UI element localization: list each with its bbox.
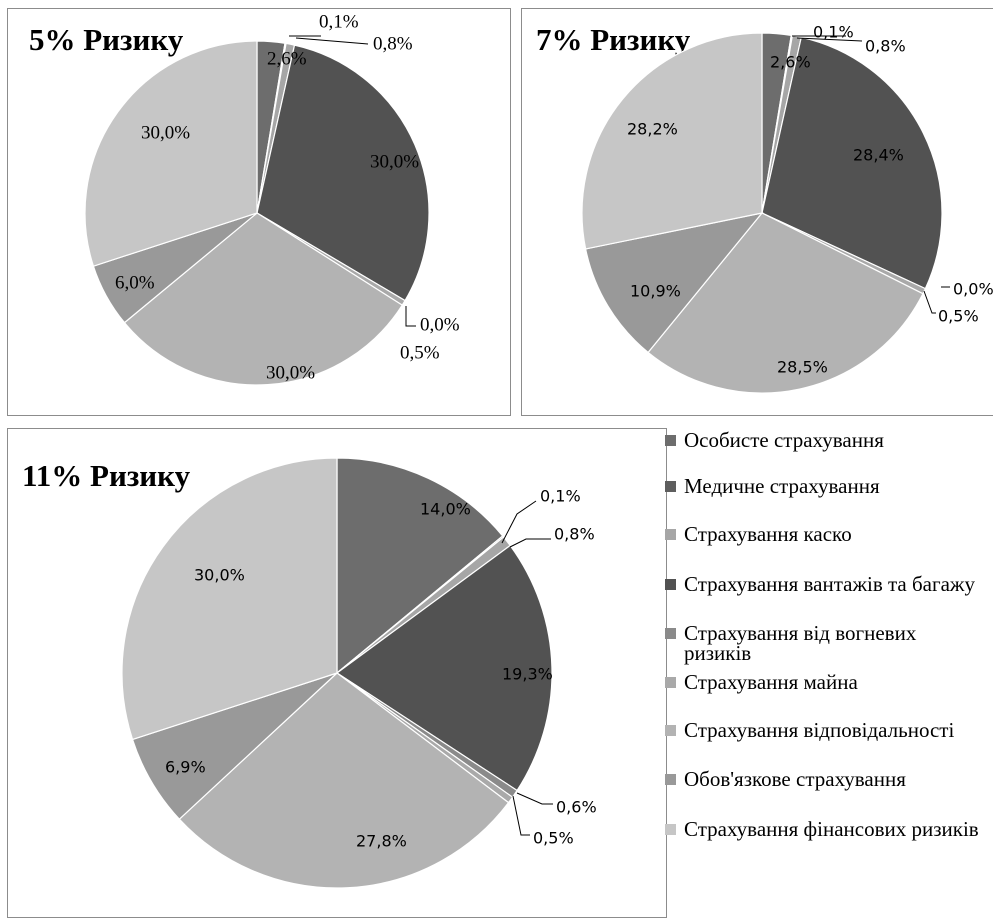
data-label-2: 0,1% (319, 11, 359, 32)
leader-line-3 (509, 538, 551, 548)
legend-swatch (665, 481, 676, 492)
pie-slice-9 (581, 32, 763, 250)
data-label-5: 0,0% (953, 280, 993, 299)
legend-swatch (665, 774, 676, 785)
pie-slice-4 (335, 544, 553, 792)
data-label-3: 0,8% (373, 33, 413, 54)
leader-line-3 (796, 37, 863, 42)
data-label-5: 0,0% (420, 314, 460, 335)
pie-5pct: 2,6% 0,1% 0,8% 30,0% 0,0% 0,5% 30,0% 6,0% 30,0% (84, 11, 460, 386)
data-label-1: 2,6% (267, 48, 307, 69)
legend-label: Обов'язкове страхування (684, 767, 906, 791)
pie-slice-8 (584, 212, 764, 354)
pie-slice-9 (84, 40, 258, 267)
legend-swatch (665, 435, 676, 446)
legend-item: Медичне страхування (665, 474, 985, 498)
leader-line-5 (405, 306, 416, 327)
pie-slice-4 (256, 44, 430, 302)
legend-item: Особисте страхування (665, 428, 985, 452)
legend-item: Страхування відповідальності (665, 718, 985, 742)
legend-swatch (665, 677, 676, 688)
legend-swatch (665, 628, 676, 639)
legend-label: Страхування каско (684, 522, 852, 546)
data-label-7: 30,0% (266, 362, 315, 383)
legend-label: Страхування від вогневих ризиків (684, 621, 917, 665)
legend-label: Страхування майна (684, 670, 858, 694)
leader-line-2 (501, 500, 537, 544)
data-label-4: 19,3% (502, 665, 553, 684)
pie-7pct: 2,6%0,1% 0,8% 28,4% 0,0% 0,5% 28,5% 10,9% 28,2% (581, 23, 993, 394)
legend-item: Страхування вантажів та багажу (665, 572, 985, 596)
data-label-3: 0,8% (554, 525, 595, 544)
leader-line-5 (516, 792, 553, 805)
pie-slice-7 (647, 212, 924, 394)
data-label-4: 30,0% (370, 151, 419, 172)
legend-item: Страхування фінансових ризиків (665, 817, 985, 841)
legend-label: Особисте страхування (684, 428, 884, 452)
legend-swatch (665, 579, 676, 590)
pie-slice-9 (121, 457, 338, 741)
data-label-3: 0,8% (865, 37, 906, 56)
leader-line-6 (923, 290, 936, 314)
data-label-9: 28,2% (627, 120, 678, 139)
chart-title-11pct: 11% Ризику (22, 458, 191, 493)
data-label-5: 0,6% (556, 798, 597, 817)
legend-swatch (665, 529, 676, 540)
data-label-9: 30,0% (194, 566, 245, 585)
data-label-2: 0,1% (540, 487, 581, 506)
data-label-6: 0,5% (400, 342, 440, 363)
data-label-8: 6,9% (165, 758, 206, 777)
legend-label: Страхування фінансових ризиків (684, 817, 979, 841)
legend-swatch (665, 725, 676, 736)
chart-title-5pct: 5% Ризику (29, 22, 184, 57)
legend-item: Страхування майна (665, 670, 985, 694)
data-label-7: 27,8% (356, 832, 407, 851)
data-label-8: 6,0% (115, 272, 155, 293)
data-label-4: 28,4% (853, 146, 904, 165)
leader-line-6 (512, 795, 530, 836)
legend-item: Страхування від вогневих ризиків (665, 621, 985, 665)
data-label-7: 28,5% (777, 358, 828, 377)
pie-slice-1 (336, 457, 504, 675)
data-label-1: 2,6% (770, 53, 811, 72)
leader-line-3 (295, 37, 369, 45)
data-label-1: 14,0% (420, 500, 471, 519)
legend-item: Страхування каско (665, 522, 985, 546)
pie-slice-7 (123, 212, 404, 386)
data-label-8: 10,9% (630, 282, 681, 301)
legend-label: Страхування вантажів та багажу (684, 572, 975, 596)
pie-11pct: 14,0% 0,1% 0,8% 19,3% 0,6% 0,5% 27,8% 6,9% 30,0% (121, 457, 597, 889)
legend-label: Медичне страхування (684, 474, 880, 498)
chart-title-7pct: 7% Ризику (536, 22, 691, 57)
data-label-6: 0,5% (533, 829, 574, 848)
pie-slice-4 (761, 36, 943, 290)
data-label-9: 30,0% (141, 122, 190, 143)
legend-label: Страхування відповідальності (684, 718, 955, 742)
data-label-6: 0,5% (938, 307, 979, 326)
legend-item: Обов'язкове страхування (665, 767, 985, 791)
data-label-2: 0,1% (813, 23, 854, 42)
pie-slice-7 (178, 672, 510, 889)
legend-swatch (665, 824, 676, 835)
